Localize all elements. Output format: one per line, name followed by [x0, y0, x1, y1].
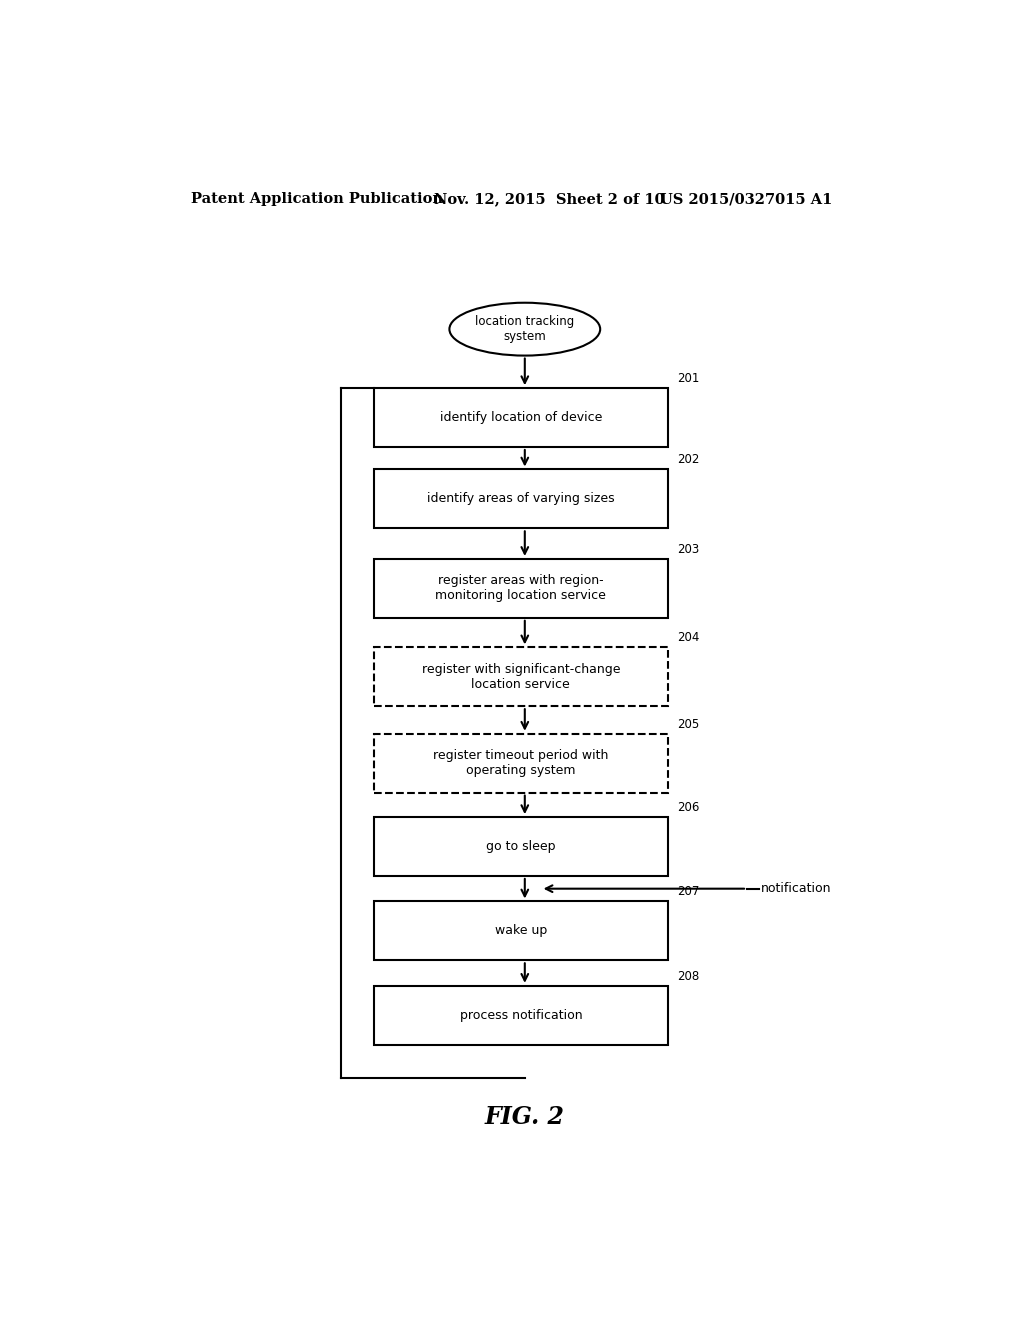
- Text: identify areas of varying sizes: identify areas of varying sizes: [427, 492, 614, 506]
- Text: process notification: process notification: [460, 1008, 583, 1022]
- Text: 206: 206: [677, 801, 699, 814]
- Text: Nov. 12, 2015  Sheet 2 of 10: Nov. 12, 2015 Sheet 2 of 10: [433, 191, 665, 206]
- Text: wake up: wake up: [495, 924, 547, 937]
- Text: FIG. 2: FIG. 2: [484, 1105, 565, 1129]
- Text: notification: notification: [761, 882, 831, 895]
- Text: 204: 204: [677, 631, 699, 644]
- Text: 208: 208: [677, 970, 699, 982]
- Text: register areas with region-
monitoring location service: register areas with region- monitoring l…: [435, 574, 606, 602]
- Text: 202: 202: [677, 453, 699, 466]
- Text: 203: 203: [677, 543, 699, 556]
- Text: Patent Application Publication: Patent Application Publication: [191, 191, 443, 206]
- Text: 207: 207: [677, 886, 699, 899]
- Text: go to sleep: go to sleep: [486, 840, 556, 853]
- Text: identify location of device: identify location of device: [439, 411, 602, 424]
- Text: US 2015/0327015 A1: US 2015/0327015 A1: [659, 191, 833, 206]
- Text: 201: 201: [677, 372, 699, 385]
- Text: register with significant-change
location service: register with significant-change locatio…: [422, 663, 621, 690]
- Text: location tracking
system: location tracking system: [475, 315, 574, 343]
- Text: register timeout period with
operating system: register timeout period with operating s…: [433, 750, 608, 777]
- Text: 205: 205: [677, 718, 699, 731]
